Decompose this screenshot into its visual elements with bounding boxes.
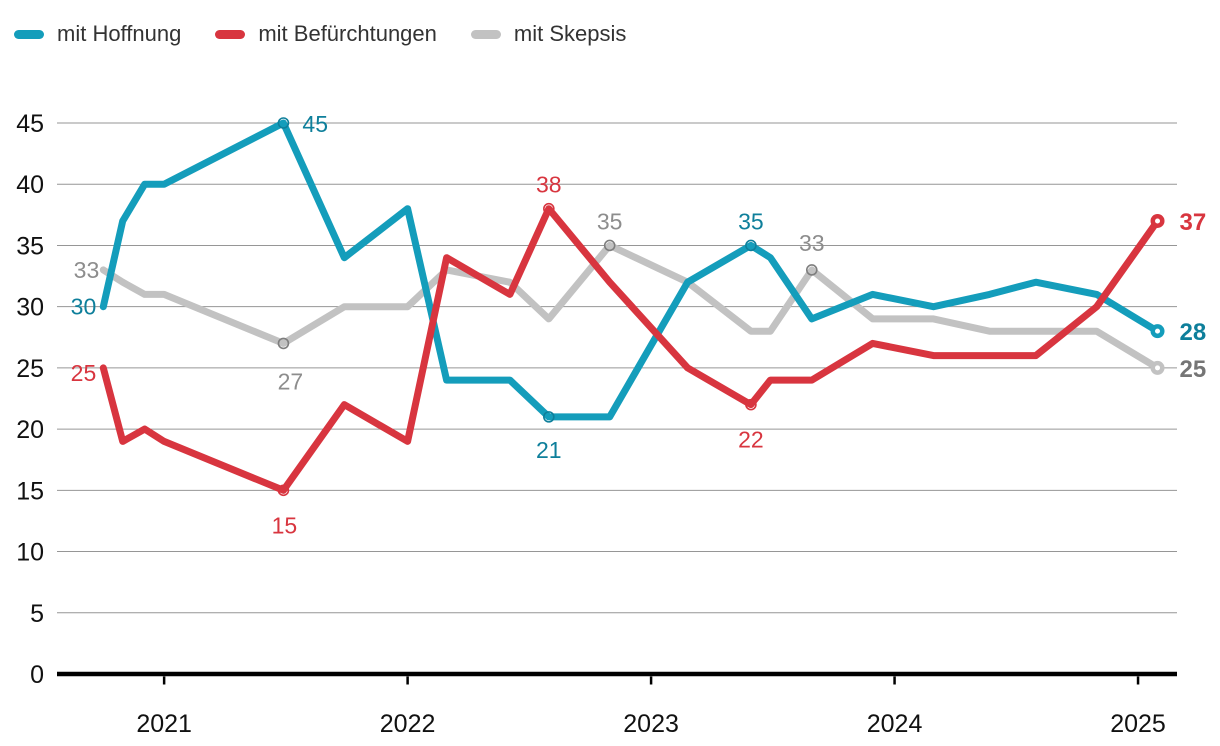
end-dot-hole (1155, 218, 1161, 224)
marker-ring (805, 264, 818, 276)
marker-ring (543, 411, 555, 423)
legend: mit Hoffnung mit Befürchtungen mit Skepsis (14, 21, 626, 47)
y-tick-label: 40 (16, 171, 44, 199)
point-label: 21 (536, 437, 562, 463)
y-tick-label: 30 (16, 294, 44, 322)
point-label: 38 (536, 172, 562, 198)
x-tick-label: 2025 (1110, 710, 1166, 738)
marker-ring (603, 239, 616, 252)
point-label: 35 (597, 208, 623, 234)
marker-ring (277, 337, 290, 350)
series-line-2 (99, 241, 1161, 372)
legend-item-0: mit Hoffnung (14, 21, 181, 47)
point-label: 37 (1180, 209, 1207, 236)
legend-label-1: mit Befürchtungen (258, 21, 437, 46)
point-label: 45 (302, 111, 328, 137)
y-tick-label: 15 (16, 477, 44, 505)
end-dot-hole (1155, 328, 1161, 334)
y-tick-label: 45 (16, 110, 44, 138)
point-label: 33 (74, 257, 100, 283)
point-label: 25 (71, 360, 97, 386)
y-tick-label: 20 (16, 416, 44, 444)
y-tick-label: 5 (30, 600, 44, 628)
point-label: 15 (272, 512, 298, 538)
y-tick-label: 10 (16, 539, 44, 567)
y-tick-label: 25 (16, 355, 44, 383)
marker-ring (277, 484, 290, 497)
end-dot-hole (1155, 365, 1161, 371)
x-tick-label: 2022 (380, 710, 436, 738)
marker-ring (543, 202, 555, 215)
y-tick-label: 35 (16, 232, 44, 260)
marker-ring (277, 117, 290, 129)
y-tick-label: 0 (30, 661, 44, 689)
legend-swatch-2 (470, 29, 501, 39)
legend-item-2: mit Skepsis (470, 21, 627, 47)
legend-item-1: mit Befürchtungen (215, 21, 437, 47)
legend-swatch-1 (215, 29, 246, 39)
point-label: 22 (738, 427, 764, 453)
point-label: 27 (278, 368, 304, 394)
marker-ring (745, 239, 757, 252)
series-line-0 (99, 119, 1161, 421)
x-tick-label: 2024 (867, 710, 923, 738)
x-tick-label: 2021 (136, 710, 192, 738)
point-label: 33 (799, 230, 825, 256)
point-label: 25 (1180, 356, 1207, 383)
x-tick-label: 2023 (623, 710, 679, 738)
marker-ring (745, 398, 757, 411)
legend-label-0: mit Hoffnung (57, 21, 182, 46)
legend-label-2: mit Skepsis (513, 21, 627, 46)
legend-swatch-0 (14, 29, 44, 39)
point-label: 30 (71, 294, 97, 320)
series-line-1 (99, 205, 1161, 494)
point-label: 35 (738, 208, 764, 234)
point-label: 28 (1180, 319, 1207, 346)
